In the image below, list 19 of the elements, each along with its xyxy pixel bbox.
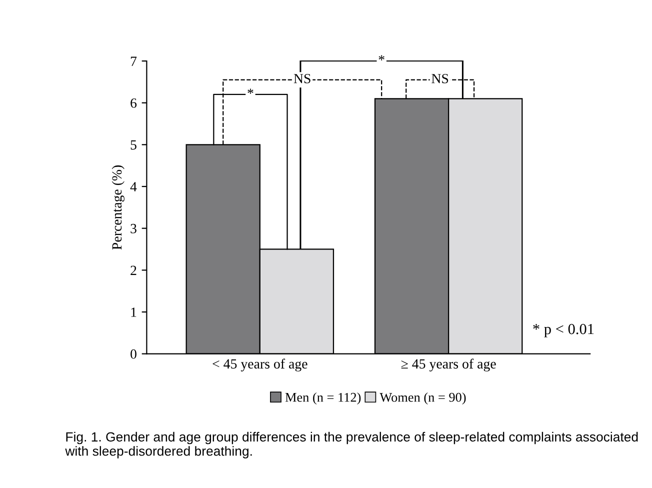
annotation: * p < 0.01 xyxy=(533,324,594,338)
y-axis-title: Percentage (%) xyxy=(112,165,124,250)
y-tick-label: 0 xyxy=(130,349,136,359)
y-tick-label: 1 xyxy=(131,308,136,317)
caption: Fig. 1. Gender and age group differences in the prevalence of sleep-related complaints associated with sleep-disordered breathing. xyxy=(65,432,638,458)
annotation: * xyxy=(248,88,254,94)
y-tick-label: 5 xyxy=(130,140,136,150)
y-tick-label: 2 xyxy=(130,266,136,275)
y-tick-label: 3 xyxy=(130,224,136,234)
legend-label: Men (n = 112) xyxy=(285,392,361,404)
y-tick-label: 4 xyxy=(130,182,137,192)
y-tick-label: 7 xyxy=(130,56,137,66)
annotation: NS xyxy=(294,74,310,84)
legend-label: Women (n = 90) xyxy=(380,392,466,404)
annotation: NS xyxy=(432,74,448,84)
x-tick-label: ≥ 45 years of age xyxy=(401,358,496,372)
y-tick-label: 6 xyxy=(130,98,137,108)
text: * xyxy=(378,55,384,60)
x-tick-label: < 45 years of age xyxy=(212,358,308,372)
